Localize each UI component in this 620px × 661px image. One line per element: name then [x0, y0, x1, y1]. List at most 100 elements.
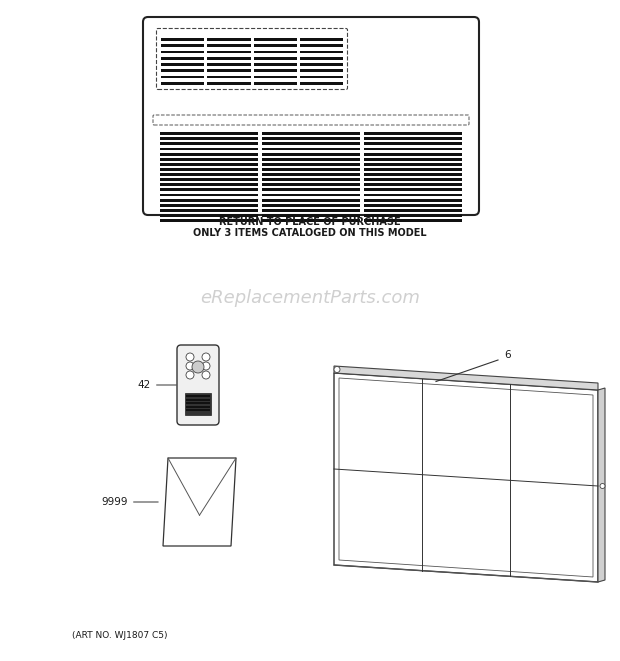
Bar: [262, 194, 360, 196]
Polygon shape: [598, 388, 605, 582]
Circle shape: [202, 362, 210, 370]
Bar: [207, 75, 250, 79]
Bar: [299, 63, 343, 66]
Bar: [254, 69, 297, 72]
Bar: [186, 399, 210, 401]
Bar: [262, 178, 360, 181]
Circle shape: [334, 366, 340, 373]
Bar: [160, 183, 258, 186]
Bar: [262, 173, 360, 176]
Bar: [262, 219, 360, 222]
Bar: [299, 44, 343, 47]
Bar: [160, 147, 258, 151]
Bar: [262, 188, 360, 191]
Bar: [160, 143, 258, 145]
Text: 42: 42: [138, 380, 176, 390]
Bar: [160, 173, 258, 176]
Bar: [185, 393, 211, 415]
Text: ONLY 3 ITEMS CATALOGED ON THIS MODEL: ONLY 3 ITEMS CATALOGED ON THIS MODEL: [193, 228, 427, 238]
Bar: [364, 204, 462, 207]
Circle shape: [186, 371, 194, 379]
Circle shape: [600, 483, 605, 488]
Bar: [262, 199, 360, 202]
Bar: [254, 75, 297, 79]
FancyBboxPatch shape: [153, 115, 469, 125]
Bar: [364, 194, 462, 196]
Bar: [364, 183, 462, 186]
Bar: [254, 38, 297, 41]
Bar: [262, 214, 360, 217]
Bar: [186, 395, 210, 397]
Bar: [161, 69, 204, 72]
Bar: [262, 137, 360, 140]
Bar: [161, 51, 204, 54]
Bar: [160, 178, 258, 181]
Bar: [160, 204, 258, 207]
Bar: [299, 38, 343, 41]
Bar: [160, 153, 258, 155]
Bar: [207, 38, 250, 41]
Bar: [160, 209, 258, 212]
Bar: [364, 153, 462, 155]
Polygon shape: [334, 366, 598, 390]
Bar: [262, 183, 360, 186]
Bar: [299, 57, 343, 59]
Bar: [254, 44, 297, 47]
Bar: [160, 194, 258, 196]
Bar: [186, 409, 210, 411]
Bar: [364, 147, 462, 151]
Text: eReplacementParts.com: eReplacementParts.com: [200, 289, 420, 307]
Circle shape: [192, 361, 204, 373]
Circle shape: [202, 371, 210, 379]
Circle shape: [186, 362, 194, 370]
Bar: [161, 75, 204, 79]
Bar: [207, 44, 250, 47]
Bar: [364, 178, 462, 181]
Bar: [262, 147, 360, 151]
Bar: [262, 132, 360, 135]
FancyBboxPatch shape: [143, 17, 479, 215]
Bar: [262, 168, 360, 171]
Text: RETURN TO PLACE OF PURCHASE: RETURN TO PLACE OF PURCHASE: [219, 217, 401, 227]
Text: 6: 6: [505, 350, 511, 360]
Bar: [262, 158, 360, 161]
Bar: [299, 51, 343, 54]
Bar: [160, 163, 258, 166]
Bar: [160, 158, 258, 161]
Bar: [364, 173, 462, 176]
Bar: [160, 132, 258, 135]
Bar: [364, 143, 462, 145]
Bar: [364, 199, 462, 202]
Bar: [262, 153, 360, 155]
Bar: [262, 143, 360, 145]
Circle shape: [202, 353, 210, 361]
Bar: [160, 168, 258, 171]
Circle shape: [186, 353, 194, 361]
Bar: [254, 57, 297, 59]
Bar: [299, 82, 343, 85]
Bar: [160, 137, 258, 140]
Bar: [299, 69, 343, 72]
Bar: [254, 63, 297, 66]
Bar: [262, 204, 360, 207]
Bar: [161, 44, 204, 47]
Bar: [161, 57, 204, 59]
Bar: [161, 38, 204, 41]
Bar: [186, 406, 210, 408]
Bar: [299, 75, 343, 79]
Bar: [207, 82, 250, 85]
Bar: [262, 163, 360, 166]
Bar: [160, 188, 258, 191]
Bar: [207, 69, 250, 72]
Bar: [160, 214, 258, 217]
Bar: [364, 219, 462, 222]
Bar: [207, 51, 250, 54]
Bar: [207, 57, 250, 59]
FancyBboxPatch shape: [156, 28, 347, 89]
Bar: [364, 137, 462, 140]
Bar: [161, 82, 204, 85]
Bar: [160, 219, 258, 222]
Text: 9999: 9999: [102, 497, 158, 507]
Polygon shape: [163, 458, 236, 546]
Bar: [364, 188, 462, 191]
